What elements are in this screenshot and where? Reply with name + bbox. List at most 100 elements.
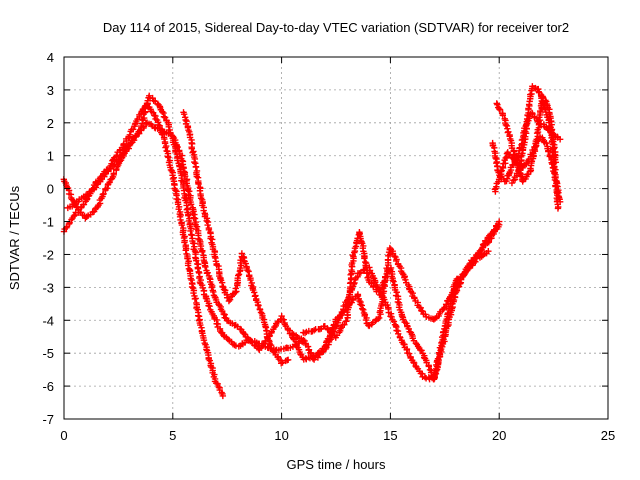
data-point bbox=[191, 158, 198, 166]
data-point bbox=[444, 309, 452, 317]
data-point bbox=[70, 212, 78, 220]
data-point bbox=[322, 339, 330, 346]
data-point bbox=[130, 126, 137, 133]
data-point bbox=[204, 221, 211, 229]
data-point bbox=[172, 187, 179, 194]
data-point bbox=[271, 323, 278, 331]
x-tick-label: 10 bbox=[274, 428, 288, 443]
y-tick-label: -2 bbox=[42, 247, 54, 262]
data-point bbox=[244, 266, 251, 274]
data-point bbox=[412, 340, 420, 347]
y-tick-label: -3 bbox=[42, 280, 54, 295]
data-point bbox=[341, 321, 348, 328]
data-layer bbox=[60, 83, 564, 400]
data-point bbox=[184, 262, 192, 269]
series-track-g bbox=[321, 221, 503, 350]
y-tick-label: 2 bbox=[47, 116, 54, 131]
data-point bbox=[178, 157, 186, 164]
data-point bbox=[203, 217, 210, 225]
series-track-k bbox=[508, 83, 562, 212]
data-point bbox=[552, 174, 559, 182]
data-point bbox=[165, 123, 173, 131]
data-point bbox=[106, 179, 113, 186]
data-point bbox=[460, 272, 467, 279]
data-point bbox=[190, 289, 197, 297]
y-axis-label: SDTVAR / TECUs bbox=[7, 185, 22, 290]
data-point bbox=[193, 257, 200, 264]
data-point bbox=[531, 144, 538, 152]
data-point bbox=[496, 221, 503, 229]
data-point bbox=[240, 329, 247, 337]
data-point bbox=[494, 101, 501, 108]
data-point bbox=[187, 227, 194, 235]
y-tick-label: -6 bbox=[42, 379, 54, 394]
data-point bbox=[362, 263, 370, 271]
data-point bbox=[206, 302, 213, 310]
data-point bbox=[405, 350, 413, 357]
data-point bbox=[347, 271, 354, 278]
data-point bbox=[126, 131, 134, 139]
data-point bbox=[425, 363, 433, 370]
plot-frame bbox=[63, 56, 609, 420]
data-point bbox=[359, 305, 366, 312]
data-point bbox=[362, 316, 370, 324]
data-point bbox=[492, 154, 499, 162]
data-point bbox=[391, 252, 398, 260]
grid-layer bbox=[64, 57, 608, 419]
data-point bbox=[356, 270, 363, 277]
data-point bbox=[390, 318, 398, 325]
data-point bbox=[226, 296, 234, 303]
data-point bbox=[135, 130, 143, 137]
data-point bbox=[187, 201, 195, 208]
data-point bbox=[496, 106, 504, 113]
data-point bbox=[502, 121, 510, 129]
y-tick-label: 3 bbox=[47, 83, 54, 98]
data-point bbox=[117, 152, 125, 160]
data-point bbox=[200, 337, 208, 344]
data-point bbox=[457, 275, 465, 283]
data-point bbox=[499, 112, 507, 119]
y-tick-label: -4 bbox=[42, 313, 54, 328]
data-point bbox=[328, 327, 335, 335]
y-tick-label: 4 bbox=[47, 50, 54, 65]
data-point bbox=[280, 316, 287, 323]
data-point bbox=[159, 108, 166, 115]
data-point bbox=[195, 180, 202, 188]
data-point bbox=[363, 270, 371, 277]
data-point bbox=[533, 136, 540, 143]
data-point bbox=[178, 221, 186, 229]
data-point bbox=[247, 276, 254, 284]
data-point bbox=[520, 144, 527, 151]
data-point bbox=[405, 325, 412, 332]
data-point bbox=[402, 276, 409, 284]
data-point bbox=[220, 286, 228, 293]
data-point bbox=[215, 383, 223, 391]
data-point bbox=[485, 239, 493, 246]
data-point bbox=[190, 214, 197, 221]
data-point bbox=[191, 215, 199, 222]
data-point bbox=[554, 205, 562, 212]
y-tick-label: -1 bbox=[42, 215, 54, 230]
data-point bbox=[288, 330, 296, 337]
data-point bbox=[193, 173, 201, 180]
data-point bbox=[327, 328, 334, 336]
data-point bbox=[496, 105, 503, 113]
chart-title: Day 114 of 2015, Sidereal Day-to-day VTE… bbox=[103, 20, 569, 35]
x-tick-label: 15 bbox=[383, 428, 397, 443]
data-point bbox=[284, 356, 292, 363]
y-tick-label: -7 bbox=[42, 412, 54, 427]
data-point bbox=[403, 346, 410, 353]
data-point bbox=[235, 272, 242, 279]
data-point bbox=[66, 219, 73, 227]
data-point bbox=[343, 317, 350, 325]
data-point bbox=[206, 357, 214, 364]
y-tick-label: 1 bbox=[47, 149, 54, 164]
data-point bbox=[552, 183, 559, 190]
data-point bbox=[130, 136, 138, 144]
data-point bbox=[310, 327, 318, 334]
x-tick-label: 5 bbox=[169, 428, 176, 443]
data-point bbox=[356, 297, 363, 305]
data-point bbox=[266, 340, 273, 347]
data-point bbox=[219, 392, 227, 400]
data-point bbox=[92, 184, 100, 191]
